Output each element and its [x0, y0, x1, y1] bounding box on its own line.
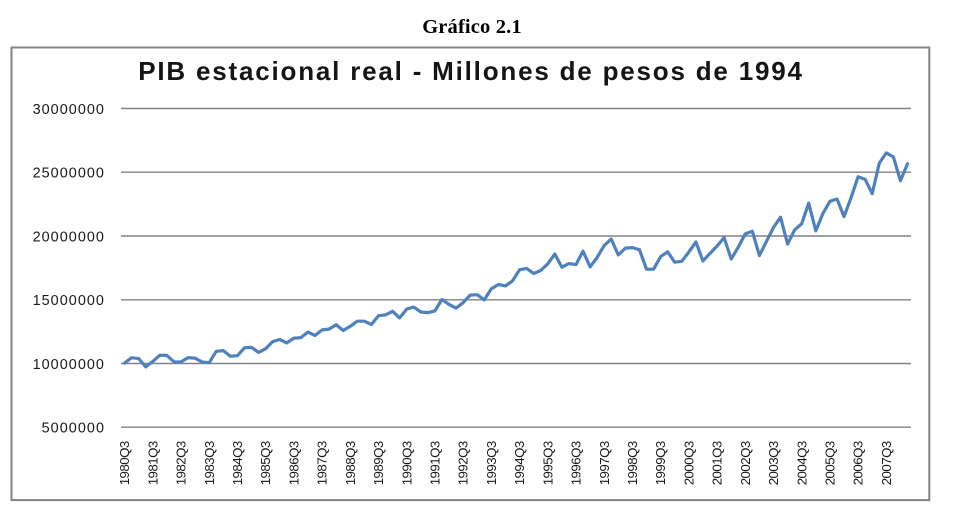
- svg-text:1980Q3: 1980Q3: [117, 441, 132, 485]
- svg-text:1995Q3: 1995Q3: [540, 441, 555, 485]
- svg-text:PIB estacional real - Millones: PIB estacional real - Millones de pesos …: [138, 56, 804, 86]
- svg-text:1992Q3: 1992Q3: [456, 441, 471, 485]
- svg-text:1981Q3: 1981Q3: [145, 441, 160, 485]
- svg-text:Gráfico 2.1: Gráfico 2.1: [422, 16, 522, 38]
- svg-text:5000000: 5000000: [42, 421, 105, 437]
- svg-text:1996Q3: 1996Q3: [569, 441, 584, 485]
- svg-text:10000000: 10000000: [33, 357, 105, 373]
- svg-text:1987Q3: 1987Q3: [315, 441, 330, 485]
- svg-text:1997Q3: 1997Q3: [597, 441, 612, 485]
- svg-text:1986Q3: 1986Q3: [286, 441, 301, 485]
- svg-text:2001Q3: 2001Q3: [710, 441, 725, 485]
- svg-text:1998Q3: 1998Q3: [625, 441, 640, 485]
- svg-text:2007Q3: 2007Q3: [879, 441, 894, 485]
- svg-text:2002Q3: 2002Q3: [738, 441, 753, 485]
- svg-text:2003Q3: 2003Q3: [766, 441, 781, 485]
- svg-text:1984Q3: 1984Q3: [230, 441, 245, 485]
- svg-text:1982Q3: 1982Q3: [174, 441, 189, 485]
- svg-text:2000Q3: 2000Q3: [681, 441, 696, 485]
- svg-text:15000000: 15000000: [33, 293, 105, 309]
- svg-text:2004Q3: 2004Q3: [794, 441, 809, 485]
- svg-text:1991Q3: 1991Q3: [428, 441, 443, 485]
- svg-text:1994Q3: 1994Q3: [512, 441, 527, 485]
- svg-text:1999Q3: 1999Q3: [653, 441, 668, 485]
- svg-text:1989Q3: 1989Q3: [371, 441, 386, 485]
- svg-text:20000000: 20000000: [33, 229, 105, 245]
- svg-text:30000000: 30000000: [33, 102, 105, 118]
- svg-text:1985Q3: 1985Q3: [258, 441, 273, 485]
- svg-text:25000000: 25000000: [33, 166, 105, 182]
- svg-text:2005Q3: 2005Q3: [823, 441, 838, 485]
- svg-text:1988Q3: 1988Q3: [343, 441, 358, 485]
- svg-text:1990Q3: 1990Q3: [399, 441, 414, 485]
- svg-text:1983Q3: 1983Q3: [202, 441, 217, 485]
- svg-text:2006Q3: 2006Q3: [851, 441, 866, 485]
- svg-text:1993Q3: 1993Q3: [484, 441, 499, 485]
